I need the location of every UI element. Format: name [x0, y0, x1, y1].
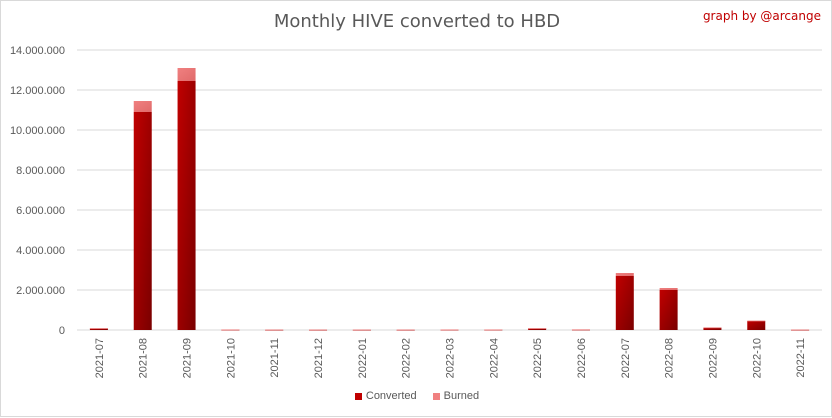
bar-burned-2022-03	[440, 329, 459, 331]
x-tick-label: 2021-08	[138, 338, 150, 378]
bar-converted-2021-07	[89, 328, 108, 330]
y-tick-label: 10.000.000	[10, 125, 65, 137]
x-tick-label: 2021-12	[313, 338, 325, 378]
x-tick-label: 2022-06	[576, 338, 588, 378]
bar-burned-2021-10	[221, 329, 240, 331]
legend-swatch-burned	[432, 392, 440, 400]
x-tick-label: 2022-03	[445, 338, 457, 378]
x-tick-label: 2021-07	[94, 338, 106, 378]
bar-burned-2022-09	[703, 327, 722, 329]
x-tick-label: 2022-10	[751, 338, 763, 378]
bar-burned-2021-11	[265, 329, 284, 331]
x-tick-labels: 2021-07 2021-08 2021-09 2021-10 2021-11 2021-…	[94, 338, 807, 378]
chart-credit: graph by @arcange	[702, 9, 821, 23]
x-tick-label: 2022-04	[488, 338, 500, 378]
legend-swatch-converted	[354, 392, 362, 400]
bar-burned-2022-10	[747, 320, 766, 322]
x-tick-label: 2022-07	[620, 338, 632, 378]
bar-burned-2022-07	[615, 273, 634, 276]
bar-burned-2022-11	[791, 329, 810, 331]
y-tick-label: 6.000.000	[16, 205, 65, 217]
legend: Converted Burned	[1, 390, 832, 402]
y-tick-labels: 0 2.000.000 4.000.000 6.000.000 8.000.000 10.…	[10, 45, 65, 337]
x-tick-label: 2021-11	[269, 338, 281, 378]
legend-label-converted: Converted	[365, 390, 417, 402]
x-tick-label: 2022-11	[795, 338, 807, 378]
legend-label-burned: Burned	[443, 390, 480, 402]
chart-title: Monthly HIVE converted to HBD	[273, 11, 561, 32]
x-tick-label: 2021-10	[225, 338, 237, 378]
bar-burned-2022-01	[352, 329, 371, 331]
x-tick-label: 2022-09	[707, 338, 719, 378]
bar-converted-2022-09	[703, 327, 722, 330]
bar-burned-2021-08	[133, 101, 152, 112]
x-tick-label: 2022-02	[401, 338, 413, 378]
x-tick-label: 2022-08	[664, 338, 676, 378]
bar-converted-2022-10	[747, 321, 766, 330]
x-tick-label: 2021-09	[182, 338, 194, 378]
gridlines	[77, 49, 822, 331]
bar-burned-2022-04	[484, 329, 503, 331]
bar-converted-2021-09	[177, 81, 196, 330]
y-tick-label: 0	[59, 325, 65, 337]
legend-item-burned: Burned	[432, 390, 480, 402]
bar-burned-2021-12	[309, 329, 328, 331]
legend-item-converted: Converted	[354, 390, 417, 402]
y-tick-label: 8.000.000	[16, 165, 65, 177]
y-tick-label: 14.000.000	[10, 45, 65, 57]
bar-converted-2022-05	[528, 328, 547, 330]
y-tick-label: 4.000.000	[16, 245, 65, 257]
bar-converted-2022-07	[615, 276, 634, 330]
bars	[89, 68, 810, 331]
bar-burned-2022-08	[659, 288, 678, 290]
bar-burned-2022-02	[396, 329, 415, 331]
bar-burned-2022-06	[571, 329, 590, 331]
bar-converted-2022-08	[659, 290, 678, 330]
y-tick-label: 2.000.000	[16, 285, 65, 297]
x-tick-label: 2022-05	[532, 338, 544, 378]
bar-burned-2022-05	[528, 328, 547, 329]
y-tick-label: 12.000.000	[10, 85, 65, 97]
bar-burned-2021-07	[89, 328, 108, 329]
x-tick-label: 2022-01	[357, 338, 369, 378]
bar-converted-2021-08	[133, 112, 152, 330]
bar-burned-2021-09	[177, 68, 196, 81]
